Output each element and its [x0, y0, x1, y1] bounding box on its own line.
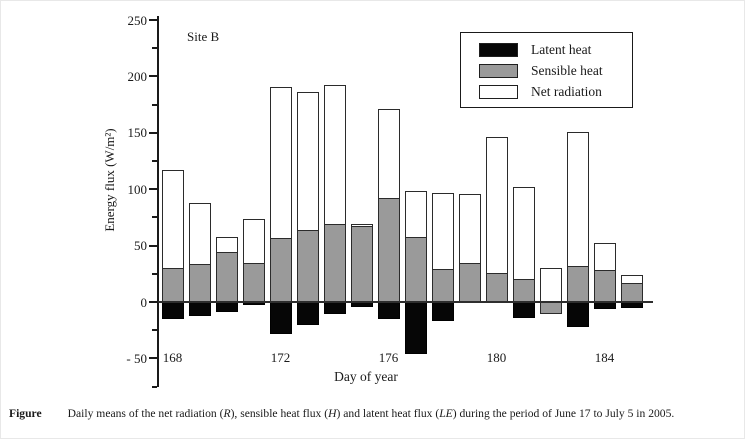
- caption-segment: Daily means of the net radiation (: [67, 407, 224, 420]
- y-tick-label: 150: [127, 125, 148, 141]
- y-minor-tick: [152, 47, 157, 50]
- bar-lat-170: [215, 302, 238, 313]
- x-tick-label: 180: [486, 350, 507, 365]
- y-tick-label: 50: [134, 238, 147, 254]
- bar-sens-171: [242, 262, 265, 302]
- bar-sens-168: [161, 268, 184, 302]
- legend-label: Net radiation: [531, 84, 602, 99]
- bar-lat-178: [431, 302, 454, 322]
- y-minor-tick: [152, 385, 157, 388]
- y-major-tick: [149, 188, 157, 191]
- y-major-tick: [149, 244, 157, 247]
- caption-segment: ) during the period of June 17 to July 5…: [452, 407, 675, 420]
- legend-label: Latent heat: [531, 42, 592, 57]
- x-tick-label: 172: [270, 350, 291, 365]
- bar-lat-185: [620, 302, 643, 308]
- caption-text: Daily means of the net radiation (R), se…: [68, 407, 675, 420]
- x-tick-label: 184: [594, 350, 615, 365]
- bar-sens-179: [458, 262, 481, 302]
- bar-lat-177: [404, 302, 427, 354]
- bar-sens-177: [404, 236, 427, 302]
- y-major-tick: [149, 131, 157, 134]
- legend-box: Latent heat Sensible heat Net radiation: [460, 32, 633, 108]
- bar-sens-178: [431, 269, 454, 302]
- y-minor-tick: [152, 160, 157, 162]
- site-label: Site B: [187, 29, 220, 44]
- bar-lat-173: [296, 302, 319, 325]
- bar-sens-169: [188, 263, 211, 302]
- bar-sens-172: [269, 237, 292, 302]
- y-tick-label: 100: [127, 181, 148, 197]
- caption-variable: R: [223, 407, 231, 420]
- bar-lat-172: [269, 302, 292, 334]
- y-tick-label: 200: [127, 68, 148, 84]
- bar-sens-174: [323, 224, 346, 302]
- bar-sens-183: [566, 265, 589, 302]
- legend-swatch-latent-heat: [479, 43, 518, 57]
- y-major-tick: [149, 301, 157, 303]
- bar-lat-174: [323, 302, 346, 315]
- figure-caption: Figure Daily means of the net radiation (…: [9, 407, 742, 420]
- x-axis-title: Day of year: [334, 369, 398, 384]
- y-major-tick: [149, 357, 157, 360]
- caption-label: Figure: [9, 407, 42, 420]
- y-axis-line: [157, 16, 159, 387]
- y-major-tick: [149, 19, 157, 21]
- bar-lat-168: [161, 302, 184, 319]
- bar-sens-175: [350, 226, 373, 302]
- bar-lat-183: [566, 302, 589, 327]
- y-minor-tick: [152, 216, 157, 219]
- bar-sens-181: [512, 279, 535, 302]
- y-minor-tick: [152, 329, 157, 332]
- y-tick-label: 0: [140, 294, 148, 310]
- y-tick-label: - 50: [126, 350, 147, 366]
- x-tick-label: 168: [162, 350, 183, 365]
- legend-label: Sensible heat: [531, 63, 603, 78]
- bar-lat-175: [350, 302, 373, 307]
- bar-lat-176: [377, 302, 400, 319]
- bar-sens-182: [539, 302, 562, 315]
- bar-sens-173: [296, 229, 319, 302]
- y-minor-tick: [152, 272, 157, 275]
- bar-sens-180: [485, 272, 508, 302]
- x-tick-label: 176: [378, 350, 399, 365]
- caption-segment: ), sensible heat flux (: [230, 407, 329, 420]
- bar-lat-169: [188, 302, 211, 316]
- caption-segment: ) and latent heat flux (: [336, 407, 440, 420]
- bar-lat-184: [593, 302, 616, 309]
- y-tick-label: 250: [127, 12, 148, 28]
- zero-baseline: [158, 301, 653, 303]
- bar-net-182: [539, 268, 562, 302]
- bar-sens-185: [620, 282, 643, 302]
- bar-sens-184: [593, 270, 616, 302]
- caption-variable: LE: [439, 407, 453, 420]
- bar-lat-181: [512, 302, 535, 318]
- bar-sens-176: [377, 198, 400, 302]
- caption-variable: H: [328, 407, 337, 420]
- legend-swatch-sensible-heat: [479, 64, 518, 78]
- legend-swatch-net-radiation: [479, 85, 518, 99]
- y-minor-tick: [152, 103, 157, 106]
- y-major-tick: [149, 75, 157, 78]
- bar-sens-170: [215, 252, 238, 302]
